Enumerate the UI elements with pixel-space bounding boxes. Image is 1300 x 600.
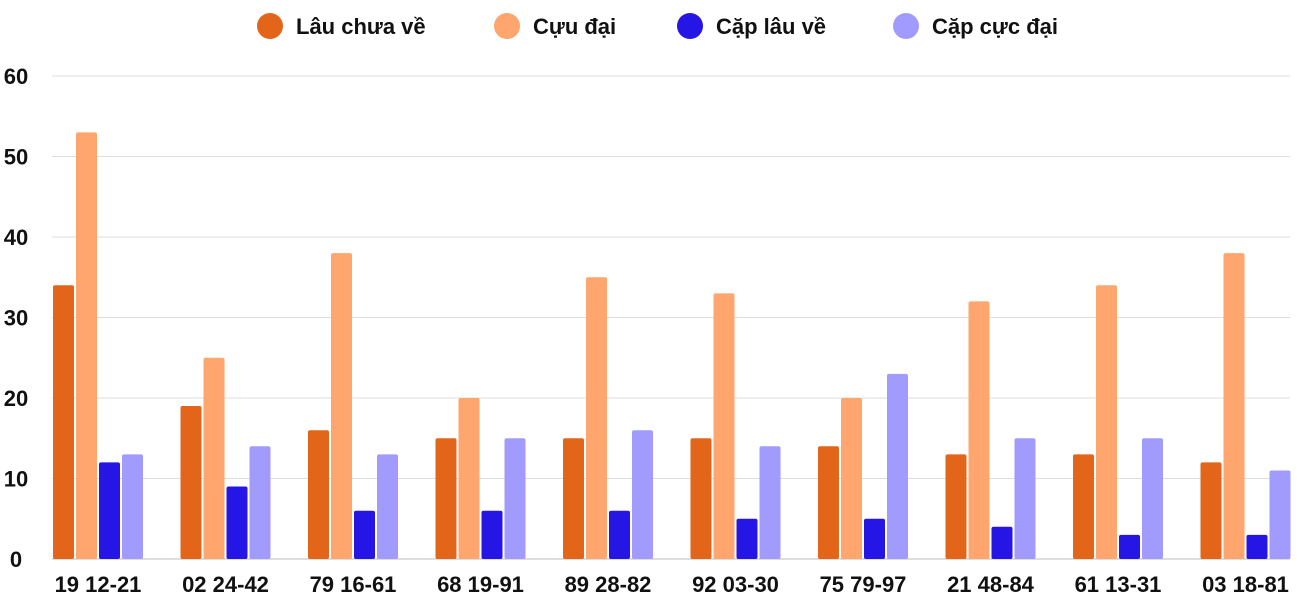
x-category-label: 03 18-81 xyxy=(1202,572,1289,597)
legend-swatch xyxy=(893,13,919,39)
legend-label: Lâu chưa về xyxy=(296,14,426,39)
bar-1-9 xyxy=(1073,454,1094,559)
bar-1-7 xyxy=(818,446,839,559)
y-tick-label: 40 xyxy=(4,225,28,250)
bar-4-10 xyxy=(1269,470,1291,559)
bar-3-8 xyxy=(991,526,1013,559)
bar-2-3 xyxy=(331,253,352,559)
legend-label: Cặp cực đại xyxy=(932,14,1058,39)
x-category-label: 21 48-84 xyxy=(947,572,1035,597)
y-tick-label: 20 xyxy=(4,386,28,411)
legend-swatch xyxy=(257,13,283,39)
bar-4-6 xyxy=(759,446,781,559)
bar-4-7 xyxy=(887,373,908,559)
x-category-label: 92 03-30 xyxy=(692,572,779,597)
bar-3-3 xyxy=(354,510,375,559)
x-category-label: 89 28-82 xyxy=(565,572,652,597)
bar-2-7 xyxy=(841,398,862,559)
x-category-label: 02 24-42 xyxy=(182,572,269,597)
y-tick-label: 0 xyxy=(10,547,22,572)
bar-1-10 xyxy=(1200,462,1222,559)
x-axis-categories: 19 12-21 02 24-42 79 16-61 68 19-91 89 28-82… xyxy=(55,572,1289,597)
bar-4-8 xyxy=(1014,438,1036,559)
bar-1-3 xyxy=(308,430,329,559)
bar-2-1 xyxy=(76,132,97,559)
bar-4-4 xyxy=(504,438,526,559)
legend-item-1: Lâu chưa về xyxy=(257,13,426,39)
bar-4-1 xyxy=(122,454,143,559)
bar-3-10 xyxy=(1246,534,1268,559)
x-category-label: 79 16-61 xyxy=(310,572,397,597)
bar-4-9 xyxy=(1142,438,1163,559)
bar-4-3 xyxy=(377,454,398,559)
legend-swatch xyxy=(494,13,520,39)
bar-1-8 xyxy=(945,454,967,559)
legend-label: Cựu đại xyxy=(533,14,616,39)
bar-2-9 xyxy=(1096,285,1117,559)
bar-2-6 xyxy=(713,293,735,559)
bar-3-4 xyxy=(481,510,503,559)
bar-3-1 xyxy=(99,462,120,559)
bar-3-9 xyxy=(1119,534,1140,559)
bar-4-2 xyxy=(249,446,271,559)
y-tick-label: 10 xyxy=(4,467,28,492)
legend-swatch xyxy=(677,13,703,39)
bars xyxy=(53,132,1291,559)
bar-2-10 xyxy=(1223,253,1245,559)
legend-label: Cặp lâu về xyxy=(716,14,826,39)
bar-1-1 xyxy=(53,285,74,559)
y-axis-ticks: 0 10 20 30 40 50 60 xyxy=(4,64,28,572)
y-tick-label: 60 xyxy=(4,64,28,89)
bar-3-2 xyxy=(226,486,248,559)
bar-1-2 xyxy=(180,406,202,559)
bar-4-5 xyxy=(632,430,653,559)
bar-2-4 xyxy=(458,398,480,559)
legend-item-2: Cựu đại xyxy=(494,13,616,39)
y-tick-label: 30 xyxy=(4,306,28,331)
legend-item-4: Cặp cực đại xyxy=(893,13,1058,39)
y-tick-label: 50 xyxy=(4,145,28,170)
bar-3-5 xyxy=(609,510,630,559)
legend: Lâu chưa về Cựu đại Cặp lâu về Cặp cực đại xyxy=(257,13,1058,39)
bar-3-6 xyxy=(736,518,758,559)
bar-3-7 xyxy=(864,518,885,559)
bar-2-2 xyxy=(203,357,225,559)
x-category-label: 75 79-97 xyxy=(820,572,907,597)
x-category-label: 68 19-91 xyxy=(437,572,524,597)
bar-1-5 xyxy=(563,438,584,559)
bar-2-5 xyxy=(586,277,607,559)
x-category-label: 61 13-31 xyxy=(1075,572,1162,597)
bar-1-6 xyxy=(690,438,712,559)
bar-1-4 xyxy=(435,438,457,559)
legend-item-3: Cặp lâu về xyxy=(677,13,826,39)
bar-2-8 xyxy=(968,301,990,559)
x-category-label: 19 12-21 xyxy=(55,572,142,597)
